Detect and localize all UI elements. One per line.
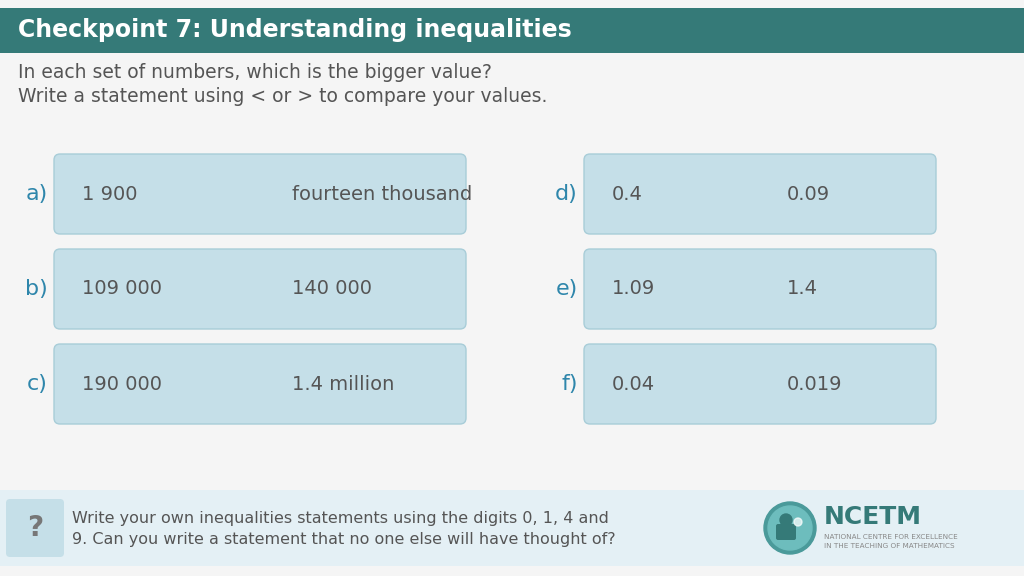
Text: 1.09: 1.09 [612, 279, 655, 298]
Text: d): d) [555, 184, 578, 204]
Text: NCETM: NCETM [824, 505, 922, 529]
FancyBboxPatch shape [0, 8, 1024, 53]
FancyBboxPatch shape [54, 249, 466, 329]
Text: 140 000: 140 000 [292, 279, 372, 298]
FancyBboxPatch shape [0, 490, 1024, 566]
Text: c): c) [27, 374, 48, 394]
Text: 1 900: 1 900 [82, 184, 137, 203]
Text: fourteen thousand: fourteen thousand [292, 184, 472, 203]
Text: 109 000: 109 000 [82, 279, 162, 298]
Text: 190 000: 190 000 [82, 374, 162, 393]
FancyBboxPatch shape [54, 344, 466, 424]
Circle shape [764, 502, 816, 554]
Text: ?: ? [27, 514, 43, 542]
Text: 9. Can you write a statement that no one else will have thought of?: 9. Can you write a statement that no one… [72, 532, 615, 547]
Text: 0.04: 0.04 [612, 374, 655, 393]
Text: In each set of numbers, which is the bigger value?: In each set of numbers, which is the big… [18, 63, 492, 81]
FancyBboxPatch shape [584, 249, 936, 329]
FancyBboxPatch shape [584, 344, 936, 424]
Circle shape [768, 506, 812, 550]
Circle shape [780, 514, 792, 526]
Circle shape [794, 518, 802, 526]
Text: 0.019: 0.019 [787, 374, 843, 393]
Text: b): b) [26, 279, 48, 299]
FancyBboxPatch shape [6, 499, 63, 557]
FancyBboxPatch shape [584, 154, 936, 234]
Text: f): f) [561, 374, 578, 394]
FancyBboxPatch shape [776, 524, 796, 540]
FancyBboxPatch shape [54, 154, 466, 234]
Text: 1.4 million: 1.4 million [292, 374, 394, 393]
Text: e): e) [556, 279, 578, 299]
Text: 1.4: 1.4 [787, 279, 818, 298]
Text: Write a statement using < or > to compare your values.: Write a statement using < or > to compar… [18, 86, 548, 105]
Text: a): a) [26, 184, 48, 204]
Text: NATIONAL CENTRE FOR EXCELLENCE
IN THE TEACHING OF MATHEMATICS: NATIONAL CENTRE FOR EXCELLENCE IN THE TE… [824, 534, 957, 549]
Text: Write your own inequalities statements using the digits 0, 1, 4 and: Write your own inequalities statements u… [72, 511, 609, 526]
Text: 0.4: 0.4 [612, 184, 643, 203]
Text: 0.09: 0.09 [787, 184, 830, 203]
Text: Checkpoint 7: Understanding inequalities: Checkpoint 7: Understanding inequalities [18, 18, 571, 43]
